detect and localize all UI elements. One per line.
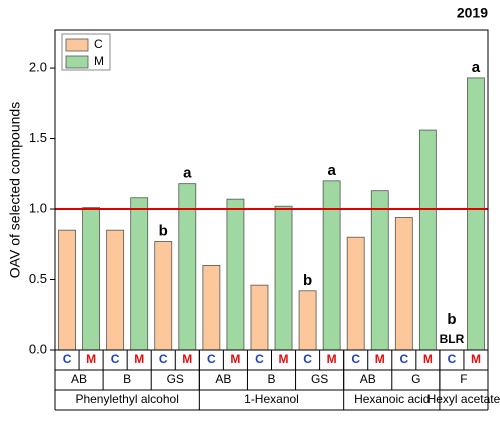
bar [394,217,413,351]
bar-series-label: M [182,352,192,366]
bar [82,207,100,351]
significance-letter: b [447,311,456,328]
significance-letter: a [327,162,336,179]
x-tick-label: B [123,372,131,386]
y-tick-label: 0.5 [29,271,47,286]
legend-frame [61,33,111,71]
bar [202,265,221,351]
x-tick-label: AB [360,372,376,386]
bar [130,197,149,351]
bar [250,284,269,351]
x-tick-label: GS [167,372,184,386]
bar [418,129,437,351]
bar [106,229,125,351]
legend-label: C [94,37,103,51]
x-tick-label: AB [71,372,87,386]
x-tick-label: AB [215,372,231,386]
bar [274,205,293,351]
plot-frame [54,29,489,351]
bar [370,190,389,351]
significance-letter: b [159,222,168,239]
bar-series-label: M [327,352,337,366]
group-label: Phenylethyl alcohol [75,392,178,406]
x-tick-label: B [267,372,275,386]
bar-series-label: C [303,352,312,366]
bar-series-label: M [471,352,481,366]
group-label: Hexyl acetate [428,392,500,406]
bar-series-label: C [159,352,168,366]
significance-letter: a [183,165,192,182]
bar-series-label: M [134,352,144,366]
bar [346,236,365,351]
y-tick-label: 2.0 [29,59,47,74]
bar [154,241,173,351]
bar-series-label: C [448,352,457,366]
bar [322,180,341,351]
bar [298,290,317,351]
x-tick-label: GS [311,372,328,386]
bar [58,229,76,351]
bar [226,198,245,351]
legend-label: M [94,54,104,68]
bar-series-label: C [111,352,120,366]
y-tick-label: 1.5 [29,130,47,145]
legend-swatch [65,55,89,69]
bar-series-label: C [351,352,360,366]
significance-letter: a [472,59,481,76]
legend-swatch [65,38,89,52]
x-tick-label: G [411,372,420,386]
y-tick-label: 0.0 [29,341,47,356]
significance-letter: b [303,272,312,289]
bar-series-label: M [230,352,240,366]
bar-series-label: C [63,352,72,366]
note: BLR [440,332,465,346]
bar-series-label: M [279,352,289,366]
bar-series-label: M [86,352,96,366]
y-axis-label: OAV of selected compounds [7,102,23,278]
bar-series-label: C [399,352,408,366]
bar-series-label: C [255,352,264,366]
x-tick-label: F [460,372,467,386]
bar-series-label: C [207,352,216,366]
group-label: Hexanoic acid [354,392,429,406]
bar-series-label: M [375,352,385,366]
y-tick-label: 1.0 [29,200,47,215]
group-label: 1-Hexanol [244,392,299,406]
chart-title: 2019 [457,5,488,21]
bar-series-label: M [423,352,433,366]
bar [467,77,485,351]
